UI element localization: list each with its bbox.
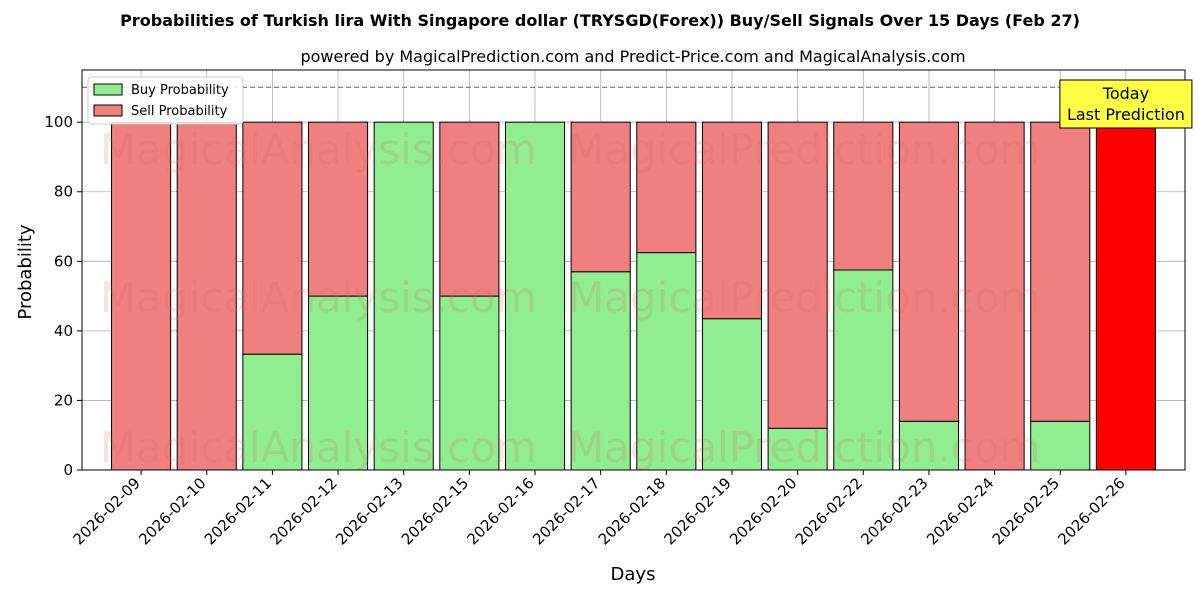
x-tick-label: 2026-02-15	[398, 474, 472, 548]
chart-title: Probabilities of Turkish lira With Singa…	[120, 11, 1080, 30]
sell-bar	[308, 121, 369, 297]
x-tick-label: 2026-02-25	[989, 474, 1063, 548]
legend-box	[87, 76, 244, 125]
watermark-text: MagicalPrediction.com	[568, 423, 1041, 472]
buy-bar	[242, 353, 303, 471]
watermark-text: MagicalPrediction.com	[568, 125, 1041, 174]
x-tick-label: 2026-02-24	[923, 474, 997, 548]
sell-bar	[636, 121, 697, 254]
annotation-text: Last Prediction	[1067, 105, 1185, 124]
buy-bar	[1030, 420, 1091, 471]
sell-bar	[898, 121, 959, 422]
buy-bar	[373, 121, 434, 471]
sell-bar	[439, 121, 500, 297]
buy-bar	[833, 269, 894, 471]
watermark-text: MagicalPrediction.com	[568, 273, 1041, 322]
x-axis: 2026-02-092026-02-102026-02-112026-02-12…	[70, 470, 1129, 548]
plot-frame	[81, 69, 1186, 471]
watermark-text: MagicalAnalysis.com	[100, 125, 537, 174]
sell-bar	[1095, 121, 1156, 471]
buy-bar	[701, 318, 763, 471]
x-axis-label: Days	[611, 564, 656, 585]
annotation-box	[1059, 79, 1193, 129]
sell-bar	[1030, 121, 1091, 422]
legend-swatch	[93, 104, 123, 117]
sell-bar	[767, 121, 828, 429]
watermark-text: MagicalAnalysis.com	[100, 423, 537, 472]
x-tick-label: 2026-02-19	[660, 474, 734, 548]
y-tick-label: 20	[54, 391, 73, 409]
sell-bar	[701, 121, 763, 320]
x-tick-label: 2026-02-10	[135, 474, 209, 548]
x-tick-label: 2026-02-17	[529, 474, 603, 548]
x-tick-label: 2026-02-11	[201, 474, 275, 548]
bars	[111, 121, 1156, 471]
y-axis-label: Probability	[15, 224, 36, 319]
x-tick-label: 2026-02-22	[792, 474, 866, 548]
sell-bar	[964, 121, 1025, 471]
legend-label: Buy Probability	[131, 83, 229, 98]
buy-bar	[898, 420, 959, 471]
x-tick-label: 2026-02-23	[857, 474, 931, 548]
x-tick-label: 2026-02-16	[463, 474, 537, 548]
y-axis: 0 20 40 60 80 100	[44, 113, 82, 479]
x-tick-label: 2026-02-09	[70, 474, 144, 548]
buy-bar	[308, 295, 369, 471]
watermarks: MagicalAnalysis.com MagicalPrediction.com…	[100, 125, 1041, 472]
x-tick-label: 2026-02-20	[726, 474, 800, 548]
legend: Buy Probability Sell Probability	[87, 76, 244, 125]
y-tick-label: 0	[63, 461, 73, 479]
buy-bar	[570, 271, 631, 471]
y-tick-label: 40	[54, 322, 73, 340]
legend-label: Sell Probability	[131, 104, 228, 119]
today-annotation: Today Last Prediction	[1059, 79, 1193, 129]
buy-bar	[504, 121, 566, 471]
x-tick-label: 2026-02-26	[1054, 474, 1128, 548]
sell-bar	[570, 121, 631, 273]
legend-swatch	[93, 83, 123, 96]
buy-bar	[636, 252, 697, 471]
sell-bar	[833, 121, 894, 271]
sell-bar	[242, 121, 303, 355]
y-tick-label: 80	[54, 183, 73, 201]
x-tick-label: 2026-02-12	[267, 474, 341, 548]
annotation-text: Today	[1102, 84, 1149, 103]
buy-bar	[767, 427, 828, 471]
y-tick-label: 100	[44, 113, 73, 131]
watermark-text: MagicalAnalysis.com	[100, 273, 537, 322]
chart-subtitle: powered by MagicalPrediction.com and Pre…	[300, 47, 965, 66]
x-tick-label: 2026-02-18	[595, 474, 669, 548]
x-tick-label: 2026-02-13	[332, 474, 406, 548]
y-tick-label: 60	[54, 252, 73, 270]
